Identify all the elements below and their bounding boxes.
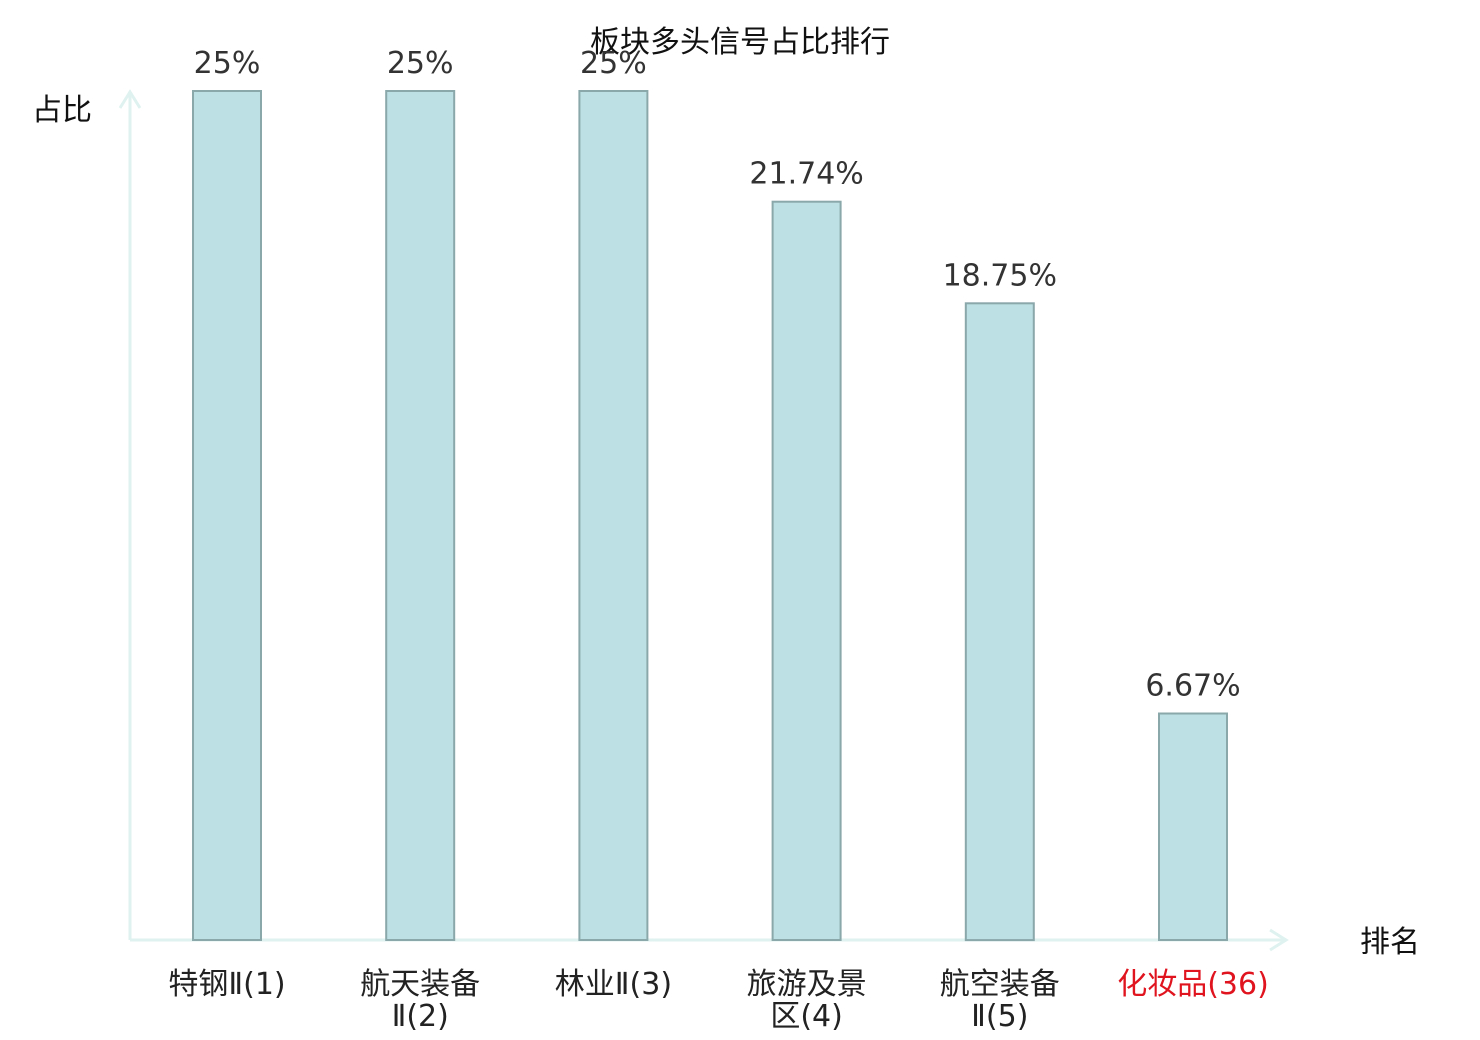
- x-tick-label-line: Ⅱ(5): [971, 999, 1028, 1034]
- bar-value-label-2: 25%: [387, 46, 454, 81]
- x-axis-label: 排名: [1360, 925, 1420, 960]
- y-axis: 占比: [32, 89, 142, 940]
- bar-value-label-4: 21.74%: [749, 157, 863, 192]
- x-axis-arrowhead: [1269, 928, 1289, 952]
- x-tick-label-line: 航空装备: [940, 967, 1060, 1002]
- bar-6: [1158, 712, 1228, 941]
- x-tick-label-line: 旅游及景: [747, 967, 867, 1002]
- x-tick-label-line: 航天装备: [360, 967, 480, 1002]
- bar-5: [964, 302, 1035, 942]
- x-tick-label-3: 林业Ⅱ(3): [555, 967, 672, 1002]
- y-axis-label: 占比: [32, 93, 92, 128]
- bars-group: [192, 90, 1228, 942]
- x-tick-label-line: 区(4): [770, 999, 843, 1034]
- chart-title: 板块多头信号占比排行: [590, 25, 890, 60]
- value-labels-group: 25% 25% 25% 21.74% 18.75% 6.67%: [194, 46, 1241, 704]
- x-tick-label-line: 化妆品(36): [1117, 967, 1269, 1002]
- bar-value-label-3: 25%: [580, 46, 647, 81]
- x-tick-label-line: 特钢Ⅱ(1): [168, 967, 285, 1002]
- x-tick-label-6: 化妆品(36): [1117, 967, 1269, 1002]
- bar-3: [578, 90, 649, 941]
- bar-4: [771, 200, 842, 941]
- x-tick-labels-group: 特钢Ⅱ(1) 航天装备 Ⅱ(2) 林业Ⅱ(3) 旅游及景区(4) 航空装备 Ⅱ(5) 化妆品(…: [168, 967, 1268, 1034]
- x-tick-label-line: 林业Ⅱ(3): [555, 967, 672, 1002]
- x-tick-label-2: 航天装备 Ⅱ(2): [360, 967, 480, 1034]
- bar-value-label-5: 18.75%: [943, 258, 1057, 293]
- x-tick-label-4: 旅游及景区(4): [747, 967, 867, 1034]
- bar-1: [192, 90, 262, 941]
- x-tick-label-line: Ⅱ(2): [392, 999, 449, 1034]
- x-tick-label-5: 航空装备 Ⅱ(5): [940, 967, 1060, 1034]
- bar-2: [385, 90, 456, 941]
- x-axis: 排名: [130, 925, 1420, 960]
- x-tick-label-1: 特钢Ⅱ(1): [168, 967, 285, 1002]
- y-axis-arrowhead: [118, 89, 142, 109]
- bar-value-label-6: 6.67%: [1145, 669, 1240, 704]
- bar-value-label-1: 25%: [194, 46, 261, 81]
